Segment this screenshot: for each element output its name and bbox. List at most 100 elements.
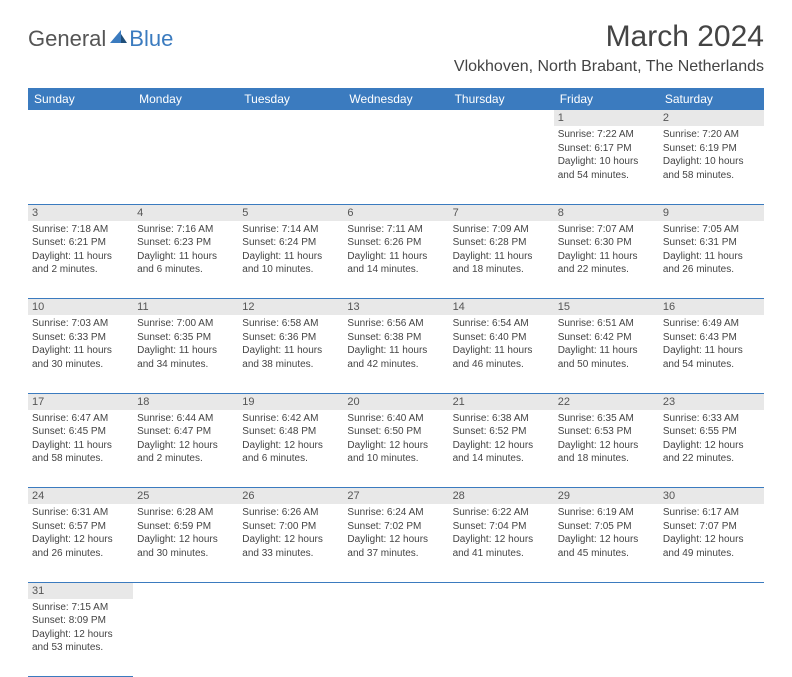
day-detail: Sunrise: 6:31 AMSunset: 6:57 PMDaylight:… bbox=[28, 504, 133, 564]
daylight-text: Daylight: 11 hours and 34 minutes. bbox=[137, 344, 234, 371]
daylight-text: Daylight: 11 hours and 38 minutes. bbox=[242, 344, 339, 371]
day-cell: Sunrise: 7:15 AMSunset: 8:09 PMDaylight:… bbox=[28, 599, 133, 677]
day-number: 30 bbox=[659, 488, 764, 505]
day-cell bbox=[133, 126, 238, 204]
sunrise-text: Sunrise: 6:47 AM bbox=[32, 412, 129, 426]
day-detail: Sunrise: 7:05 AMSunset: 6:31 PMDaylight:… bbox=[659, 221, 764, 281]
day-detail: Sunrise: 7:22 AMSunset: 6:17 PMDaylight:… bbox=[554, 126, 659, 186]
day-cell: Sunrise: 6:40 AMSunset: 6:50 PMDaylight:… bbox=[343, 410, 448, 488]
daylight-text: Daylight: 11 hours and 54 minutes. bbox=[663, 344, 760, 371]
day-number: 22 bbox=[554, 393, 659, 410]
day-cell: Sunrise: 6:47 AMSunset: 6:45 PMDaylight:… bbox=[28, 410, 133, 488]
day-detail: Sunrise: 6:51 AMSunset: 6:42 PMDaylight:… bbox=[554, 315, 659, 375]
day-number: 27 bbox=[343, 488, 448, 505]
daylight-text: Daylight: 12 hours and 53 minutes. bbox=[32, 628, 129, 655]
day-number: 19 bbox=[238, 393, 343, 410]
day-header: Saturday bbox=[659, 88, 764, 110]
day-detail: Sunrise: 6:49 AMSunset: 6:43 PMDaylight:… bbox=[659, 315, 764, 375]
day-detail: Sunrise: 7:14 AMSunset: 6:24 PMDaylight:… bbox=[238, 221, 343, 281]
sunrise-text: Sunrise: 6:56 AM bbox=[347, 317, 444, 331]
day-number: 15 bbox=[554, 299, 659, 316]
day-number bbox=[238, 110, 343, 126]
sunrise-text: Sunrise: 6:58 AM bbox=[242, 317, 339, 331]
daylight-text: Daylight: 10 hours and 58 minutes. bbox=[663, 155, 760, 182]
day-cell bbox=[28, 126, 133, 204]
sunrise-text: Sunrise: 6:28 AM bbox=[137, 506, 234, 520]
day-cell: Sunrise: 7:09 AMSunset: 6:28 PMDaylight:… bbox=[449, 221, 554, 299]
day-number: 14 bbox=[449, 299, 554, 316]
day-number bbox=[659, 582, 764, 599]
sunset-text: Sunset: 7:04 PM bbox=[453, 520, 550, 534]
sunset-text: Sunset: 6:59 PM bbox=[137, 520, 234, 534]
day-number: 16 bbox=[659, 299, 764, 316]
sunrise-text: Sunrise: 6:54 AM bbox=[453, 317, 550, 331]
day-number: 31 bbox=[28, 582, 133, 599]
day-cell: Sunrise: 6:35 AMSunset: 6:53 PMDaylight:… bbox=[554, 410, 659, 488]
sunrise-text: Sunrise: 6:22 AM bbox=[453, 506, 550, 520]
daylight-text: Daylight: 12 hours and 33 minutes. bbox=[242, 533, 339, 560]
day-cell bbox=[659, 599, 764, 677]
day-cell: Sunrise: 7:00 AMSunset: 6:35 PMDaylight:… bbox=[133, 315, 238, 393]
sunrise-text: Sunrise: 6:33 AM bbox=[663, 412, 760, 426]
daylight-text: Daylight: 11 hours and 18 minutes. bbox=[453, 250, 550, 277]
sunset-text: Sunset: 6:23 PM bbox=[137, 236, 234, 250]
day-detail: Sunrise: 6:54 AMSunset: 6:40 PMDaylight:… bbox=[449, 315, 554, 375]
daylight-text: Daylight: 11 hours and 10 minutes. bbox=[242, 250, 339, 277]
logo-text-general: General bbox=[28, 26, 106, 52]
sunrise-text: Sunrise: 6:17 AM bbox=[663, 506, 760, 520]
daynum-row: 31 bbox=[28, 582, 764, 599]
day-cell: Sunrise: 6:31 AMSunset: 6:57 PMDaylight:… bbox=[28, 504, 133, 582]
day-number: 10 bbox=[28, 299, 133, 316]
day-number bbox=[449, 110, 554, 126]
month-title: March 2024 bbox=[454, 20, 764, 54]
sunrise-text: Sunrise: 7:16 AM bbox=[137, 223, 234, 237]
day-detail: Sunrise: 6:42 AMSunset: 6:48 PMDaylight:… bbox=[238, 410, 343, 470]
day-header: Thursday bbox=[449, 88, 554, 110]
day-detail: Sunrise: 7:07 AMSunset: 6:30 PMDaylight:… bbox=[554, 221, 659, 281]
day-cell bbox=[554, 599, 659, 677]
sunrise-text: Sunrise: 6:49 AM bbox=[663, 317, 760, 331]
day-number: 25 bbox=[133, 488, 238, 505]
title-block: March 2024 Vlokhoven, North Brabant, The… bbox=[454, 20, 764, 84]
sunset-text: Sunset: 6:50 PM bbox=[347, 425, 444, 439]
day-detail: Sunrise: 7:09 AMSunset: 6:28 PMDaylight:… bbox=[449, 221, 554, 281]
day-number bbox=[554, 582, 659, 599]
day-number bbox=[238, 582, 343, 599]
header: General Blue March 2024 Vlokhoven, North… bbox=[28, 20, 764, 84]
day-cell: Sunrise: 7:20 AMSunset: 6:19 PMDaylight:… bbox=[659, 126, 764, 204]
day-cell: Sunrise: 7:18 AMSunset: 6:21 PMDaylight:… bbox=[28, 221, 133, 299]
sunset-text: Sunset: 6:42 PM bbox=[558, 331, 655, 345]
day-cell: Sunrise: 6:19 AMSunset: 7:05 PMDaylight:… bbox=[554, 504, 659, 582]
daylight-text: Daylight: 11 hours and 50 minutes. bbox=[558, 344, 655, 371]
sunset-text: Sunset: 6:43 PM bbox=[663, 331, 760, 345]
day-cell: Sunrise: 6:26 AMSunset: 7:00 PMDaylight:… bbox=[238, 504, 343, 582]
day-detail: Sunrise: 6:58 AMSunset: 6:36 PMDaylight:… bbox=[238, 315, 343, 375]
day-detail: Sunrise: 7:16 AMSunset: 6:23 PMDaylight:… bbox=[133, 221, 238, 281]
day-number bbox=[28, 110, 133, 126]
content-row: Sunrise: 6:31 AMSunset: 6:57 PMDaylight:… bbox=[28, 504, 764, 582]
day-number: 13 bbox=[343, 299, 448, 316]
content-row: Sunrise: 7:15 AMSunset: 8:09 PMDaylight:… bbox=[28, 599, 764, 677]
day-detail: Sunrise: 7:15 AMSunset: 8:09 PMDaylight:… bbox=[28, 599, 133, 659]
sunset-text: Sunset: 6:35 PM bbox=[137, 331, 234, 345]
day-cell: Sunrise: 7:03 AMSunset: 6:33 PMDaylight:… bbox=[28, 315, 133, 393]
daylight-text: Daylight: 12 hours and 6 minutes. bbox=[242, 439, 339, 466]
day-detail: Sunrise: 6:35 AMSunset: 6:53 PMDaylight:… bbox=[554, 410, 659, 470]
day-cell: Sunrise: 7:22 AMSunset: 6:17 PMDaylight:… bbox=[554, 126, 659, 204]
day-cell: Sunrise: 6:28 AMSunset: 6:59 PMDaylight:… bbox=[133, 504, 238, 582]
daynum-row: 24252627282930 bbox=[28, 488, 764, 505]
day-cell bbox=[238, 599, 343, 677]
day-cell: Sunrise: 6:24 AMSunset: 7:02 PMDaylight:… bbox=[343, 504, 448, 582]
sunset-text: Sunset: 6:45 PM bbox=[32, 425, 129, 439]
day-number: 12 bbox=[238, 299, 343, 316]
day-cell: Sunrise: 7:14 AMSunset: 6:24 PMDaylight:… bbox=[238, 221, 343, 299]
sunrise-text: Sunrise: 7:11 AM bbox=[347, 223, 444, 237]
sunset-text: Sunset: 7:00 PM bbox=[242, 520, 339, 534]
day-number bbox=[343, 582, 448, 599]
daylight-text: Daylight: 12 hours and 26 minutes. bbox=[32, 533, 129, 560]
sunset-text: Sunset: 7:02 PM bbox=[347, 520, 444, 534]
day-number: 29 bbox=[554, 488, 659, 505]
content-row: Sunrise: 7:03 AMSunset: 6:33 PMDaylight:… bbox=[28, 315, 764, 393]
day-detail: Sunrise: 7:20 AMSunset: 6:19 PMDaylight:… bbox=[659, 126, 764, 186]
daylight-text: Daylight: 12 hours and 37 minutes. bbox=[347, 533, 444, 560]
